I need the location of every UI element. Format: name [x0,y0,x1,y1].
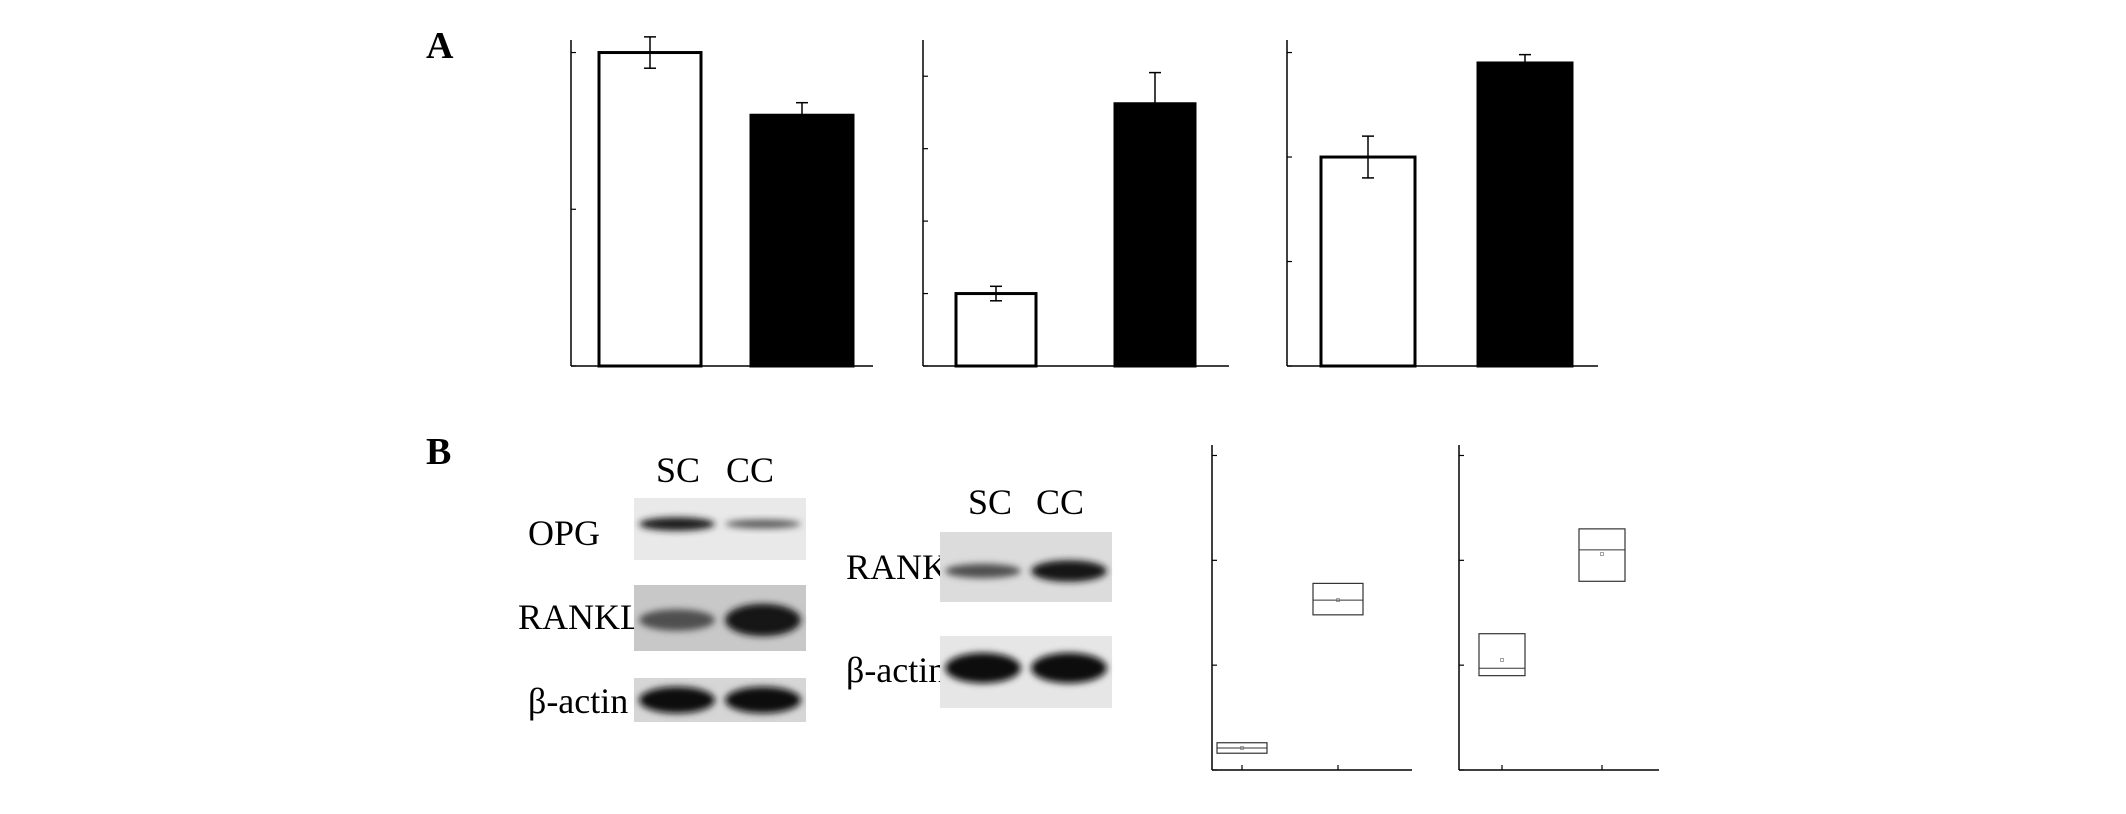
blot1-row-label-actin: β-actin [528,681,628,721]
blot-band [639,517,715,531]
bar [1113,102,1197,368]
blot-band [639,686,715,714]
box [1478,633,1526,677]
bar [749,113,855,368]
blot2-row-label-actin: β-actin [846,650,946,690]
rankl-opg-ratio-box-chart [1211,445,1412,771]
box-mean-marker [1500,658,1504,662]
blot1-lane-sc: SC [656,450,700,490]
blot-band [725,519,801,529]
blot-band [1031,652,1107,684]
blot1-opg-bands [639,517,801,531]
blot2-row-label-rank: RANK [846,547,948,587]
blot2-lane-cc: CC [1036,482,1084,522]
blot-band [639,609,715,631]
blot1-row-label-rankl: RANKL [518,597,642,637]
blot-band [725,686,801,714]
panel-label-a: A [426,25,454,67]
blot1-lane-cc: CC [726,450,774,490]
rankl-expression-bar-chart [922,40,1229,368]
rank-protein-box-chart [1458,445,1659,771]
blot1-rankl-bands [639,603,801,637]
blot1-actin-bands [639,686,801,714]
blot2-rank-bands [945,560,1107,582]
western-blot-rank: SC CC RANK β-actin [846,482,1112,708]
blot1-row-label-opg: OPG [528,513,600,553]
bar [597,51,703,368]
blot2-lane-sc: SC [968,482,1012,522]
box [1312,582,1364,616]
rank-expression-bar-chart [1286,40,1598,368]
blot2-actin-bands [945,652,1107,684]
bar [1476,61,1574,368]
box-mean-marker [1240,746,1244,750]
box [1578,528,1626,582]
blot-band [1031,560,1107,582]
western-blot-opg-rankl: SC CC OPG RANKL β-actin [518,450,806,722]
opg-expression-bar-chart [570,36,873,368]
panel-label-b: B [426,431,451,473]
box-mean-marker [1336,598,1340,602]
blot-band [725,603,801,637]
blot-band [945,652,1021,684]
blot-band [945,563,1021,579]
bar [954,292,1038,368]
bar [1319,155,1417,368]
box-mean-marker [1600,552,1604,556]
